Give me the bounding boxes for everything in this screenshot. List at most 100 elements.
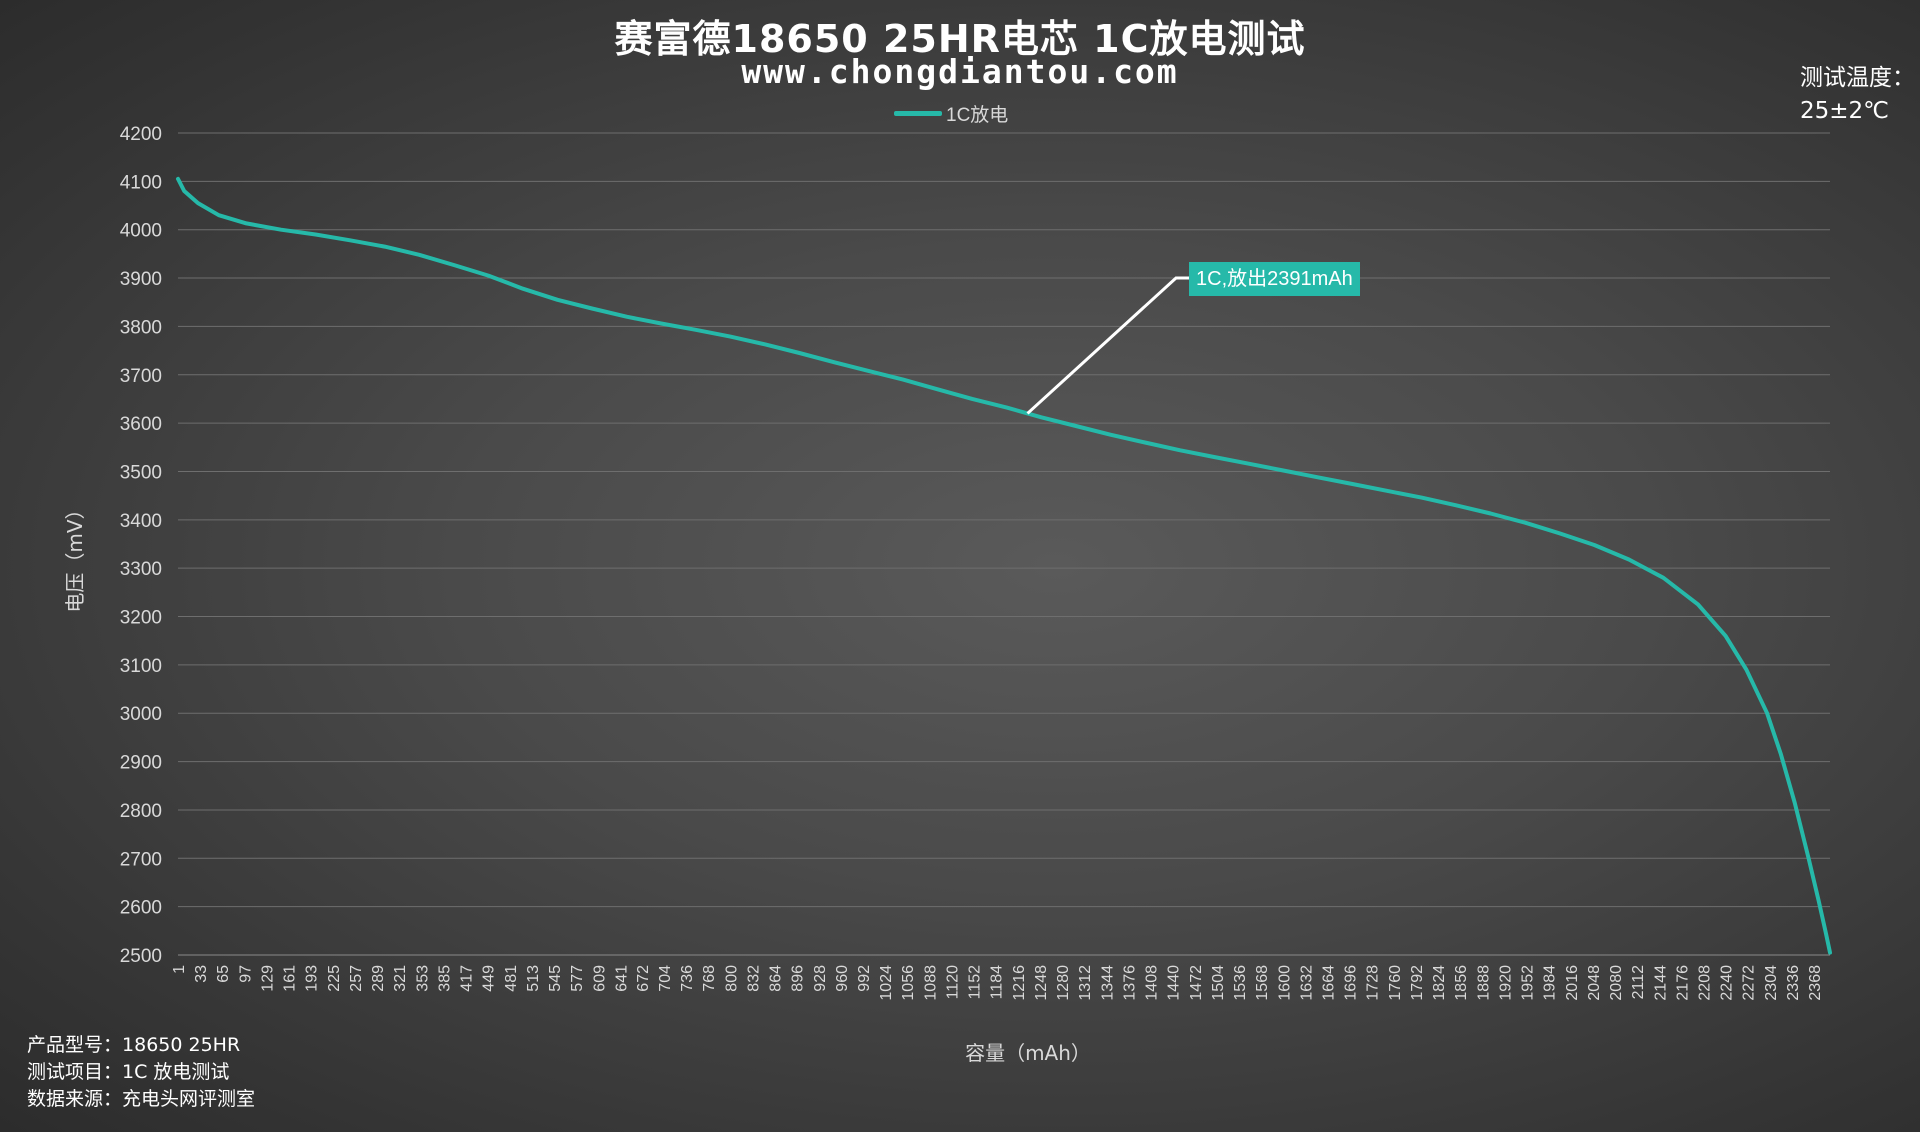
x-tick-label: 1056: [900, 965, 917, 1001]
x-tick-label: 193: [304, 965, 321, 992]
annotation-layer: [1026, 276, 1189, 415]
x-tick-label: 545: [547, 965, 564, 992]
y-tick-label: 2900: [120, 753, 162, 774]
x-tick-label: 1888: [1475, 965, 1492, 1001]
x-tick-label: 2016: [1564, 965, 1581, 1001]
x-tick-label: 960: [834, 965, 851, 992]
x-tick-label: 1664: [1320, 965, 1337, 1001]
info-item-label: 测试项目：: [27, 1061, 123, 1083]
x-tick-label: 1248: [1033, 965, 1050, 1001]
temperature-label: 测试温度：: [1800, 65, 1915, 91]
x-tick-label: 609: [591, 965, 608, 992]
x-tick-labels: 1 33 65 97 129 161 193 225 257 289 321 353 385 417 449…: [171, 965, 1824, 1001]
x-tick-label: 2112: [1630, 965, 1647, 1000]
x-tick-label: 289: [370, 965, 387, 992]
x-tick-label: 864: [768, 965, 785, 992]
chart-title: 赛富德18650 25HR电芯 1C放电测试: [614, 17, 1306, 61]
x-tick-label: 832: [745, 965, 762, 992]
x-tick-label: 257: [348, 965, 365, 992]
info-model: 产品型号：18650 25HR: [27, 1032, 255, 1059]
x-tick-label: 2272: [1741, 965, 1758, 1001]
y-axis-label: 电压（mV）: [63, 499, 87, 612]
y-tick-label: 3100: [120, 656, 162, 677]
x-tick-label: 2144: [1652, 965, 1669, 1001]
y-tick-label: 2800: [120, 801, 162, 822]
info-source-value: 充电头网评测室: [122, 1088, 256, 1110]
x-tick-label: 1792: [1409, 965, 1426, 1001]
x-tick-label: 417: [459, 965, 476, 992]
x-axis-label: 容量（mAh）: [965, 1041, 1091, 1065]
y-tick-label: 3800: [120, 317, 162, 338]
x-tick-label: 1568: [1254, 965, 1271, 1001]
x-tick-label: 1952: [1520, 965, 1537, 1001]
x-tick-label: 2336: [1785, 965, 1802, 1001]
annotation-leader-line: [1026, 276, 1189, 415]
y-tick-label: 3500: [120, 462, 162, 483]
y-tick-label: 3000: [120, 704, 162, 725]
x-tick-label: 1984: [1542, 965, 1559, 1001]
x-tick-label: 129: [259, 965, 276, 992]
y-tick-label: 3400: [120, 511, 162, 532]
x-tick-label: 481: [503, 965, 520, 992]
x-tick-label: 65: [215, 965, 232, 983]
x-tick-label: 1728: [1365, 965, 1382, 1001]
x-tick-label: 1440: [1166, 965, 1183, 1001]
x-tick-label: 2048: [1586, 965, 1603, 1001]
temperature-note: 测试温度： 25±2℃: [1800, 62, 1915, 128]
x-tick-label: 1088: [922, 965, 939, 1001]
x-tick-label: 2208: [1697, 965, 1714, 1001]
x-tick-label: 736: [679, 965, 696, 992]
info-item: 测试项目：1C 放电测试: [27, 1059, 255, 1086]
x-tick-label: 1216: [1011, 965, 1028, 1001]
y-tick-label: 2600: [120, 898, 162, 919]
temperature-value: 25±2℃: [1800, 98, 1890, 124]
x-tick-label: 2368: [1807, 965, 1824, 1001]
y-tick-label: 2500: [120, 946, 162, 967]
x-tick-label: 1280: [1055, 965, 1072, 1001]
x-tick-label: 97: [237, 965, 254, 983]
x-tick-label: 1600: [1276, 965, 1293, 1001]
x-tick-label: 800: [723, 965, 740, 992]
x-tick-label: 577: [569, 965, 586, 992]
x-tick-label: 992: [856, 965, 873, 992]
x-tick-label: 1312: [1077, 965, 1094, 1001]
x-tick-label: 225: [326, 965, 343, 992]
x-tick-label: 385: [436, 965, 453, 992]
x-tick-label: 2240: [1719, 965, 1736, 1001]
series-line-1c: [176, 176, 1832, 955]
x-tick-label: 1152: [967, 965, 984, 1000]
series-layer: [176, 176, 1832, 955]
info-source-label: 数据来源：: [27, 1088, 123, 1110]
x-tick-label: 513: [525, 965, 542, 992]
x-tick-label: 1: [171, 965, 188, 974]
x-tick-label: 1184: [989, 965, 1006, 1000]
x-tick-label: 1504: [1210, 965, 1227, 1001]
info-item-value: 1C 放电测试: [122, 1061, 230, 1083]
x-tick-label: 1824: [1431, 965, 1448, 1001]
legend-label: 1C放电: [946, 105, 1009, 126]
y-tick-label: 3700: [120, 366, 162, 387]
x-tick-label: 2080: [1608, 965, 1625, 1001]
x-tick-label: 928: [812, 965, 829, 992]
x-tick-label: 33: [193, 965, 210, 983]
info-model-label: 产品型号：: [27, 1034, 123, 1056]
x-tick-label: 1472: [1188, 965, 1205, 1001]
x-tick-label: 321: [392, 965, 409, 992]
y-tick-label: 2700: [120, 849, 162, 870]
y-tick-label: 4200: [120, 124, 162, 145]
x-tick-label: 2176: [1674, 965, 1691, 1001]
x-tick-label: 353: [414, 965, 431, 992]
y-tick-label: 3600: [120, 414, 162, 435]
x-tick-label: 641: [613, 965, 630, 992]
x-tick-label: 672: [635, 965, 652, 992]
x-tick-label: 1408: [1144, 965, 1161, 1001]
x-tick-label: 768: [701, 965, 718, 992]
y-tick-label: 4000: [120, 221, 162, 242]
legend: 1C放电: [894, 100, 1008, 127]
chart-subtitle: www.chongdiantou.com: [741, 52, 1179, 91]
x-tick-label: 1024: [878, 965, 895, 1001]
x-tick-label: 1632: [1298, 965, 1315, 1001]
y-tick-labels: 2500 2600 2700 2800 2900 3000 3100 3200 3300 3400…: [120, 124, 162, 967]
y-tick-label: 3300: [120, 559, 162, 580]
x-tick-label: 704: [657, 965, 674, 992]
